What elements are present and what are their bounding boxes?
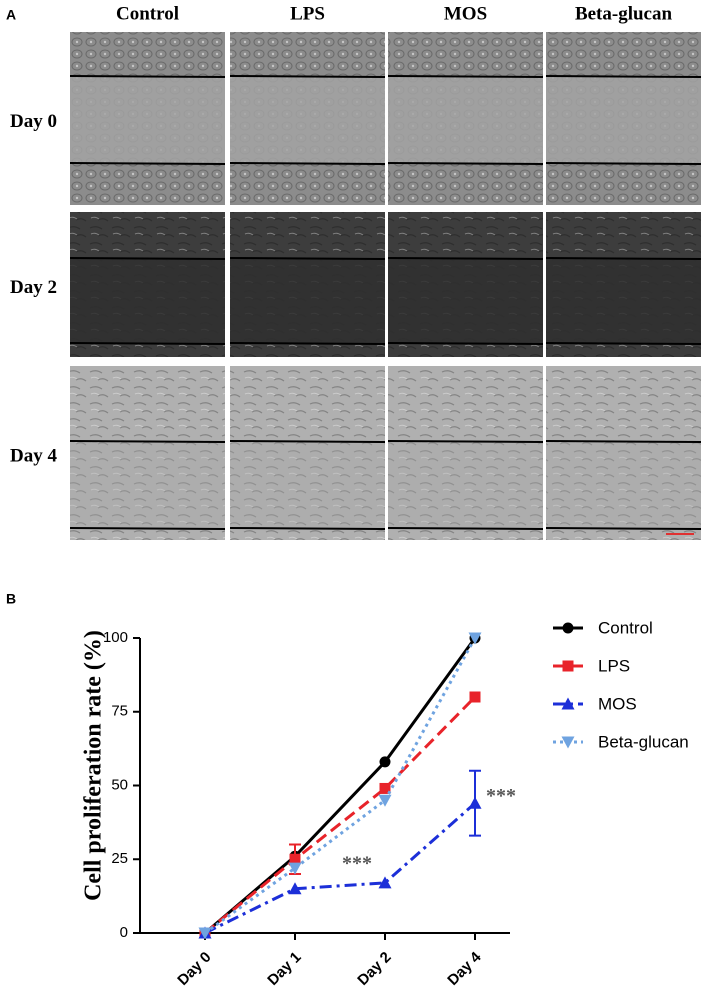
series-line <box>204 802 476 935</box>
x-tick-label: Day 1 <box>264 949 304 989</box>
column-header: MOS <box>444 3 487 24</box>
cell-texture <box>230 366 385 540</box>
legend-marker <box>562 660 574 672</box>
marker <box>288 882 302 895</box>
marker <box>198 927 212 940</box>
wound-edge <box>387 162 544 165</box>
wound-edge <box>69 75 226 78</box>
y-tick-label: 50 <box>111 776 128 793</box>
row-label: Day 0 <box>10 111 57 132</box>
wound-gap <box>230 441 385 528</box>
wound-edge <box>69 162 226 165</box>
wound-edge <box>545 440 702 443</box>
x-tick-label: Day 4 <box>444 948 485 989</box>
wound-edge <box>387 342 544 345</box>
legend-label: Beta-glucan <box>598 732 689 751</box>
legend-marker <box>561 736 575 749</box>
wound-gap <box>388 76 543 163</box>
legend-marker <box>562 622 574 634</box>
wound-edge <box>69 440 226 443</box>
series-line <box>204 695 477 935</box>
marker <box>379 782 391 794</box>
wound-gap <box>546 76 701 163</box>
y-tick-label: 75 <box>111 703 128 720</box>
micrograph-grid: Control LPS MOS Beta-glucan Day 0 Day 2 Day 4 <box>10 3 702 540</box>
marker <box>378 876 392 889</box>
wound-edge <box>229 342 386 345</box>
chart: 0 25 50 75 100 Day 0 Day 1 Day 2 Day 4 Cell proli… <box>81 618 689 988</box>
wound-edge <box>545 257 702 260</box>
cell-texture <box>70 366 225 540</box>
marker <box>378 794 392 807</box>
legend-marker <box>561 697 575 710</box>
marker <box>379 756 391 768</box>
wound-edge <box>387 527 544 530</box>
wound-edge <box>229 75 386 78</box>
legend-label: LPS <box>598 656 630 675</box>
panel-label: A <box>6 7 16 23</box>
wound-edge <box>229 527 386 530</box>
column-header: Beta-glucan <box>575 3 673 24</box>
wound-gap <box>230 76 385 163</box>
marker <box>288 862 302 875</box>
wound-edge <box>387 257 544 260</box>
wound-edge <box>229 257 386 260</box>
wound-gap <box>388 258 543 343</box>
wound-edge <box>69 257 226 260</box>
wound-edge <box>387 75 544 78</box>
y-tick-label: 25 <box>111 850 128 867</box>
wound-gap <box>546 258 701 343</box>
wound-edge <box>545 342 702 345</box>
panel-label: B <box>6 591 16 607</box>
wound-edge <box>545 75 702 78</box>
y-axis-label: Cell proliferation rate (%) <box>81 630 107 901</box>
marker <box>468 632 482 645</box>
wound-edge <box>387 440 544 443</box>
legend-label: MOS <box>598 694 637 713</box>
y-tick-label: 100 <box>103 629 128 646</box>
marker <box>289 853 301 865</box>
wound-edge <box>229 162 386 165</box>
annotation: *** <box>486 785 516 807</box>
wound-edge <box>545 527 702 530</box>
column-header: Control <box>116 3 179 24</box>
legend-label: Control <box>598 618 653 637</box>
x-tick-label: Day 0 <box>174 949 214 989</box>
series-line <box>204 637 477 935</box>
wound-gap <box>388 441 543 528</box>
wound-edge <box>69 527 226 530</box>
cell-texture <box>388 366 543 540</box>
row-label: Day 2 <box>10 277 57 298</box>
y-tick-label: 0 <box>120 924 128 941</box>
series-line <box>204 637 477 935</box>
marker <box>469 691 481 703</box>
row-label: Day 4 <box>10 445 57 466</box>
wound-gap <box>70 76 225 163</box>
column-header: LPS <box>290 3 325 24</box>
wound-edge <box>545 162 702 165</box>
wound-edge <box>69 342 226 345</box>
wound-gap <box>70 441 225 528</box>
x-tick-label: Day 2 <box>354 949 394 989</box>
annotation: *** <box>342 852 372 874</box>
wound-gap <box>546 441 701 528</box>
wound-edge <box>229 440 386 443</box>
wound-gap <box>70 258 225 343</box>
wound-gap <box>230 258 385 343</box>
marker <box>468 796 482 809</box>
cell-texture <box>546 366 701 540</box>
